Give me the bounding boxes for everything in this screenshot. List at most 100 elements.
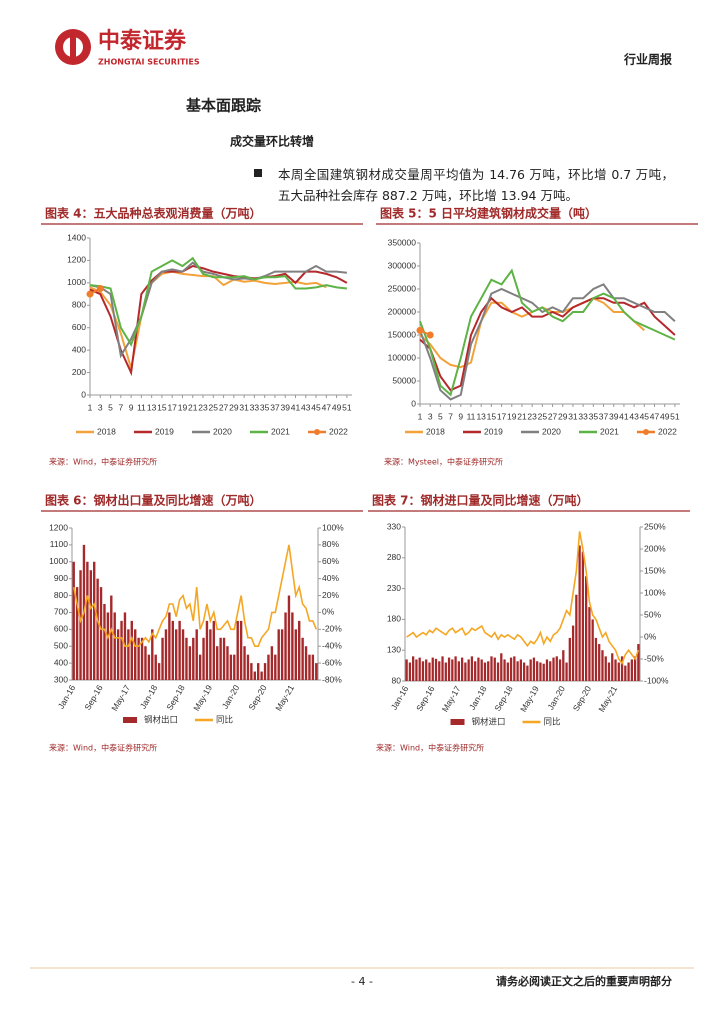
bar xyxy=(545,659,549,681)
bar xyxy=(137,637,140,680)
y-tick-label: 1100 xyxy=(50,539,69,549)
bar xyxy=(444,662,447,681)
series-line xyxy=(419,329,431,336)
y-tick-label: 0 xyxy=(81,389,86,399)
y2-tick-label: 100% xyxy=(322,522,344,532)
bar xyxy=(250,663,253,680)
y-tick-label: 80 xyxy=(392,675,402,685)
section-title: 基本面跟踪 xyxy=(185,97,261,115)
bar xyxy=(188,646,192,680)
y-tick-label: 1000 xyxy=(67,277,86,287)
legend-label: 2022 xyxy=(658,426,677,436)
bar xyxy=(236,620,239,680)
x-tick-label: 25 xyxy=(209,402,219,412)
figure-caption: 图表 7：钢材进口量及同比增速（万吨） xyxy=(372,493,589,508)
x-tick-label: 15 xyxy=(157,402,167,412)
x-tick-label: 41 xyxy=(619,411,629,421)
y-tick-label: 280 xyxy=(387,552,401,562)
bar xyxy=(219,637,222,680)
bar xyxy=(428,662,431,681)
bar xyxy=(147,654,151,680)
x-tick-label: Jan-20 xyxy=(545,684,567,712)
bar xyxy=(604,656,607,681)
x-tick-label: 17 xyxy=(167,402,177,412)
bar xyxy=(611,653,614,681)
bar xyxy=(633,656,637,681)
y-tick-label: 50000 xyxy=(392,375,416,385)
bar xyxy=(624,665,627,681)
bar xyxy=(202,637,205,680)
page-number: - 4 - xyxy=(351,975,373,988)
legend-label: 同比 xyxy=(216,714,233,724)
y-tick-label: 800 xyxy=(54,590,68,600)
bar xyxy=(607,662,611,681)
y-tick-label: 500 xyxy=(54,640,68,650)
bar xyxy=(536,661,539,681)
x-tick-label: 3 xyxy=(98,402,103,412)
bar xyxy=(415,659,418,681)
bar xyxy=(301,637,304,680)
bar xyxy=(637,644,640,681)
x-tick-label: 45 xyxy=(311,402,321,412)
x-tick-label: 43 xyxy=(629,411,639,421)
x-tick-label: 1 xyxy=(418,411,423,421)
x-tick-label: May-19 xyxy=(518,684,541,714)
series-line xyxy=(72,544,318,648)
bar xyxy=(519,659,523,681)
bar xyxy=(464,662,467,681)
bar xyxy=(270,646,274,680)
y-tick-label: 200000 xyxy=(388,306,417,316)
legend-label: 2019 xyxy=(155,426,174,436)
y-tick-label: 250000 xyxy=(388,283,417,293)
x-tick-label: 7 xyxy=(118,402,123,412)
series-line xyxy=(89,270,327,369)
bar xyxy=(222,637,226,680)
y-tick-label: 1000 xyxy=(49,556,68,566)
bar xyxy=(438,661,441,681)
y2-tick-label: -100% xyxy=(644,675,669,685)
x-tick-label: 23 xyxy=(198,402,208,412)
bar xyxy=(451,659,454,681)
bar xyxy=(257,663,260,680)
y2-tick-label: 0% xyxy=(644,631,657,641)
bar xyxy=(418,657,421,681)
bar xyxy=(96,578,99,680)
x-tick-label: 19 xyxy=(507,411,517,421)
legend-label: 2018 xyxy=(426,426,445,436)
x-tick-label: 37 xyxy=(599,411,609,421)
x-tick-label: 21 xyxy=(517,411,527,421)
y-tick-label: 300 xyxy=(54,674,68,684)
y2-tick-label: 50% xyxy=(644,609,661,619)
bar xyxy=(542,663,545,681)
y2-tick-label: 100% xyxy=(644,587,666,597)
x-tick-label: 39 xyxy=(280,402,290,412)
bar xyxy=(308,654,311,680)
section-subtitle: 成交量环比转增 xyxy=(230,134,314,149)
y2-tick-label: 200% xyxy=(644,543,666,553)
bar xyxy=(562,650,565,681)
bar xyxy=(598,644,601,681)
bar xyxy=(493,657,496,681)
bar xyxy=(209,629,212,680)
bar xyxy=(434,658,438,681)
bar xyxy=(425,659,428,681)
x-tick-label: May-21 xyxy=(273,683,296,713)
y2-tick-label: -20% xyxy=(322,624,342,634)
y-tick-label: 130 xyxy=(387,644,401,654)
bar xyxy=(298,620,301,680)
x-tick-label: 49 xyxy=(332,402,342,412)
y-tick-label: 0 xyxy=(411,398,416,408)
x-tick-label: Sep-16 xyxy=(82,683,105,712)
y-tick-label: 350000 xyxy=(388,237,417,247)
x-tick-label: Jan-16 xyxy=(389,684,411,712)
y2-tick-label: 150% xyxy=(644,565,666,575)
y2-tick-label: 80% xyxy=(322,539,339,549)
x-tick-label: Jan-20 xyxy=(220,683,242,711)
bar xyxy=(198,654,202,680)
x-tick-label: 49 xyxy=(660,411,670,421)
series-line xyxy=(419,297,645,369)
bar xyxy=(431,657,434,681)
x-tick-label: May-19 xyxy=(191,683,214,713)
bar xyxy=(522,662,526,681)
